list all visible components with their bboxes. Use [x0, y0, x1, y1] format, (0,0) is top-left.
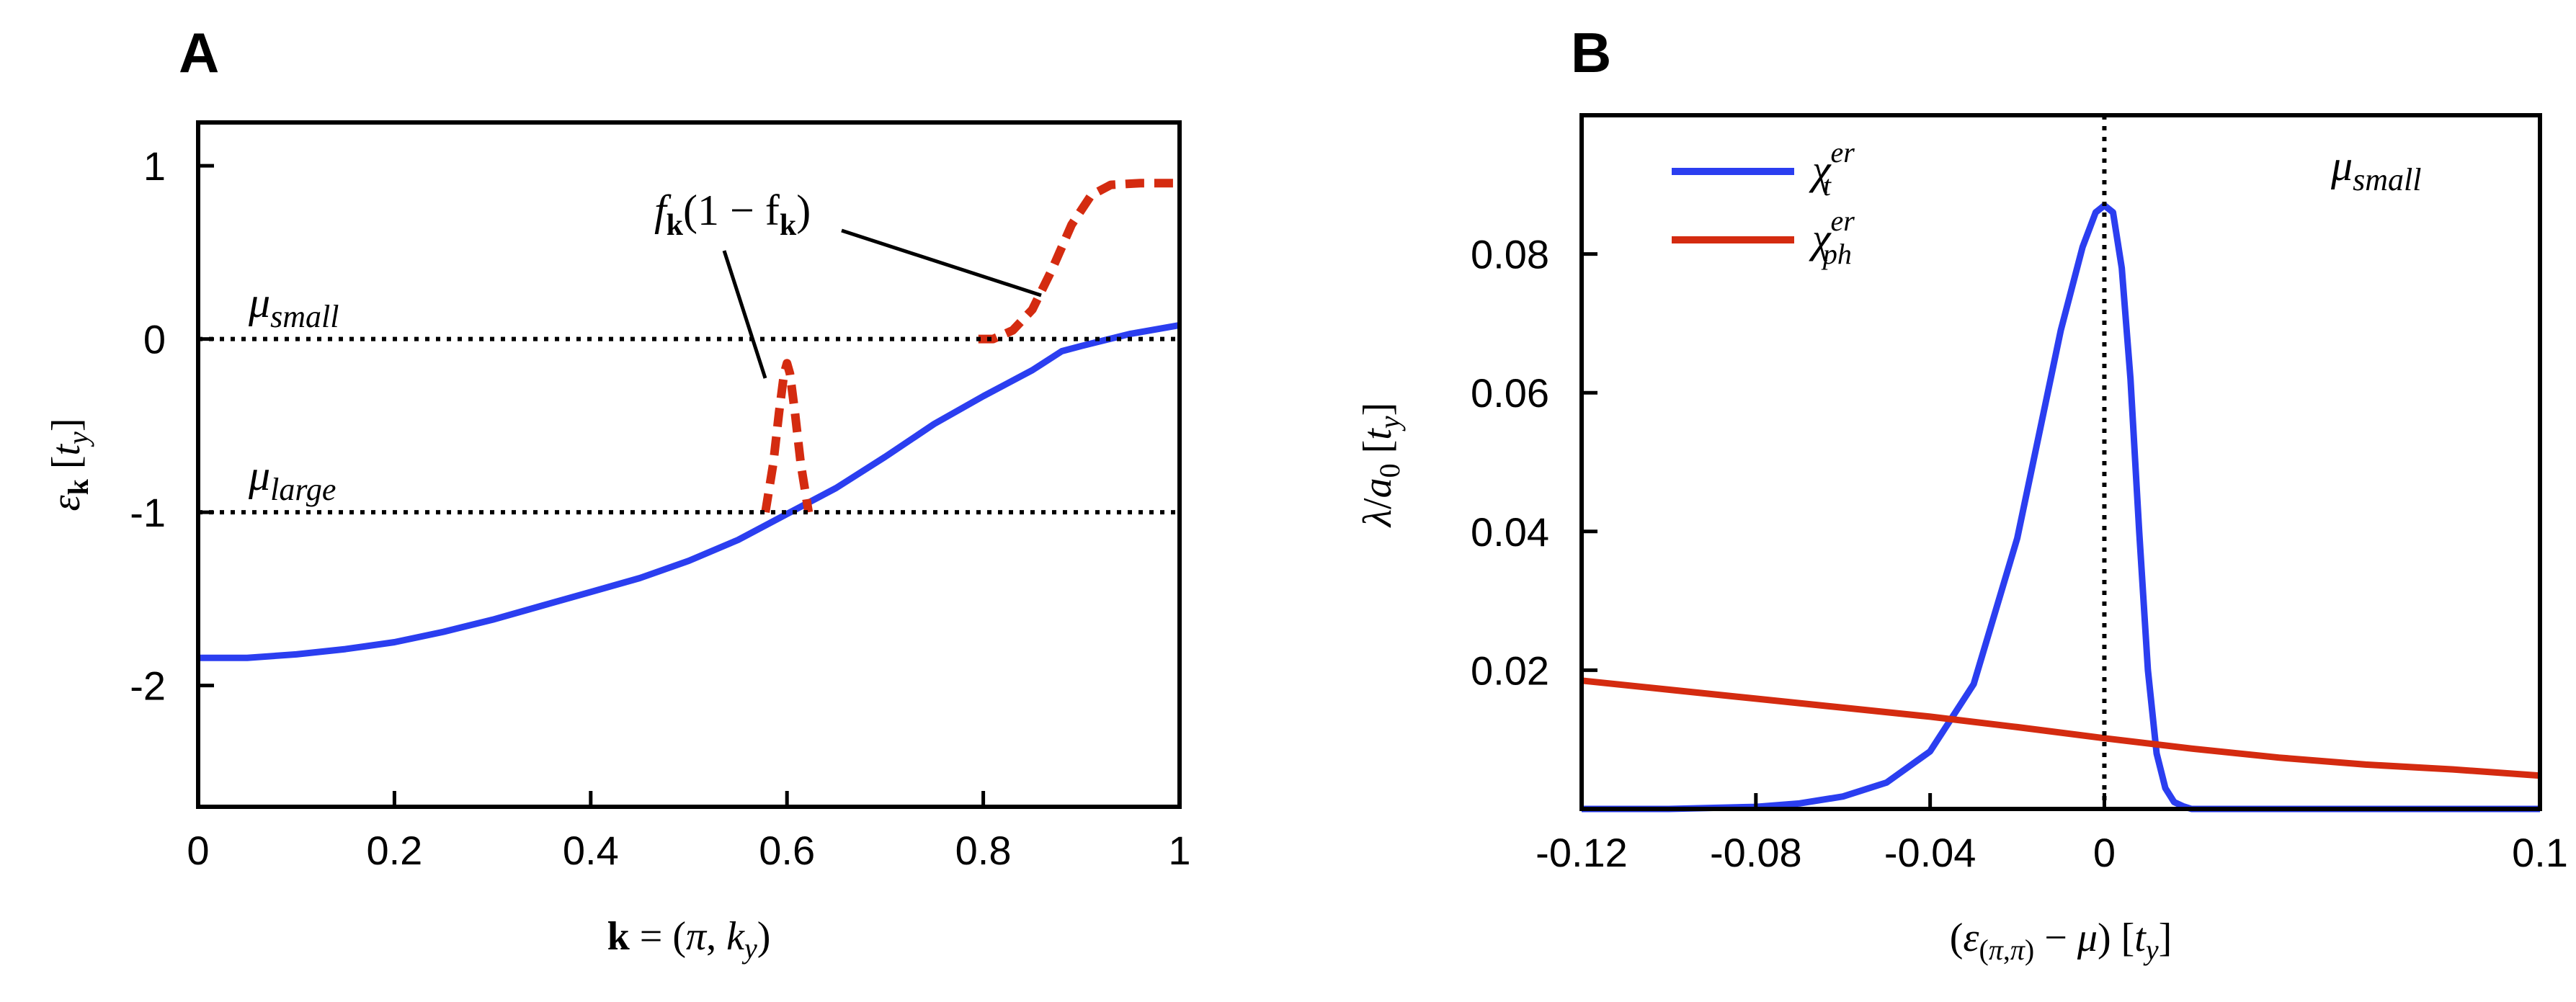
panel-b-plot-frame: [1579, 113, 2542, 811]
panel-a-x-tick-label: 0.4: [563, 828, 619, 873]
panel-a: A 0 0.2 0.4 0.6 0.8 1 1 0 -1 -2 μsmall μlarge fk…: [44, 21, 1191, 965]
panel-a-y-tick-label: -1: [130, 490, 166, 535]
panel-b-y-tick-label: 0.06: [1471, 370, 1549, 416]
panel-a-x-tick-label: 0.6: [759, 828, 815, 873]
annotation-pointer-right: [841, 228, 1042, 298]
panel-b-label: B: [1571, 21, 1611, 84]
panel-b-y-axis-label: λ/a0 [ty]: [1355, 403, 1406, 528]
panel-b-series-line-1: [1581, 677, 2541, 779]
panel-a-series-line-1: [761, 359, 814, 514]
panel-a-x-tick-label: 0.8: [955, 828, 1012, 873]
panel-a-plot-frame: [196, 120, 1182, 809]
panel-a-y-axis-label: εk [ty]: [44, 419, 94, 511]
annotation-pointer-left: [722, 250, 767, 379]
panel-a-x-tick-label: 0.2: [366, 828, 422, 873]
panel-a-label: A: [179, 21, 219, 84]
panel-b-y-ticks: 0.08 0.06 0.04 0.02: [1471, 232, 1597, 693]
panel-b-x-tick-label: 0.1: [2512, 830, 2568, 875]
panel-a-reference-lines: [198, 336, 1180, 515]
panel-b-y-tick-label: 0.04: [1471, 509, 1549, 555]
panel-b-series-line-0: [1582, 202, 2540, 813]
annotation-label: fk(1 − fk): [654, 187, 811, 242]
panel-a-series-line-2: [978, 179, 1180, 344]
panel-b-y-tick-label: 0.02: [1471, 648, 1549, 693]
mu-large-label: μlarge: [248, 452, 336, 507]
legend: χer t χer ph: [1672, 136, 1855, 270]
panel-b-x-tick-label: 0: [2093, 830, 2116, 875]
occupation-annotation: fk(1 − fk): [654, 187, 1042, 379]
legend-label-chi-ph: χer ph: [1809, 205, 1855, 270]
panel-a-series: [198, 179, 1180, 661]
panel-b-x-axis-label: (ε(π,π) − μ) [ty]: [1950, 916, 2172, 966]
mu-small-vline-label: μsmall: [2330, 142, 2421, 197]
legend-label-chi-t: χer t: [1809, 136, 1855, 202]
panel-a-y-tick-label: 1: [143, 143, 166, 189]
panel-a-y-ticks: 1 0 -1 -2: [130, 143, 214, 709]
mu-small-label: μsmall: [248, 279, 339, 334]
panel-a-y-tick-label: -2: [130, 663, 166, 709]
panel-a-x-axis-label: k = (π, ky): [607, 914, 771, 965]
panel-a-x-tick-label: 0: [187, 828, 209, 873]
panel-a-series-line-0: [198, 321, 1180, 661]
panel-b-series: [1581, 202, 2541, 813]
panel-b-y-tick-label: 0.08: [1471, 232, 1549, 277]
panel-b-x-tick-label: -0.04: [1884, 830, 1976, 875]
panel-a-x-tick-label: 1: [1168, 828, 1190, 873]
panel-b: B -0.12 -0.08 -0.04 0 0.1 0.08 0.06 0.04 0.02 μ…: [1355, 21, 2568, 966]
panel-b-x-tick-label: -0.08: [1710, 830, 1802, 875]
panel-b-x-ticks: -0.12 -0.08 -0.04 0 0.1: [1536, 793, 2568, 875]
panel-a-x-ticks: 0 0.2 0.4 0.6 0.8 1: [187, 791, 1191, 873]
panel-a-y-tick-label: 0: [143, 317, 166, 362]
panel-b-x-tick-label: -0.12: [1536, 830, 1628, 875]
